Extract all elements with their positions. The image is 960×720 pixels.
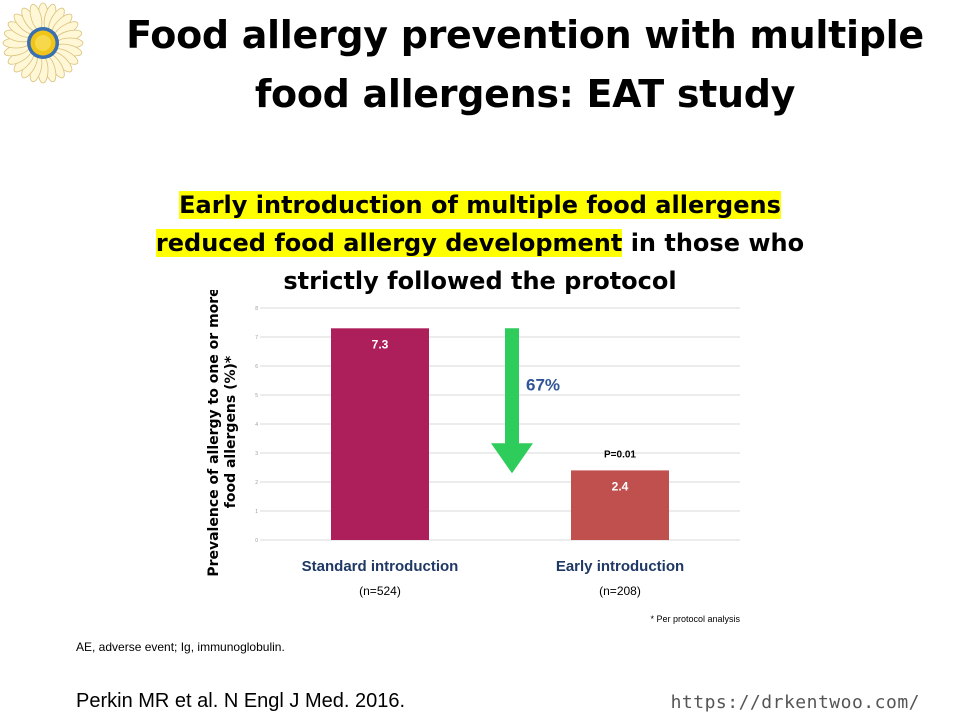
- slide-subtitle: Early introduction of multiple food alle…: [150, 186, 810, 300]
- y-tick-label: 3: [255, 451, 258, 457]
- citation: Perkin MR et al. N Engl J Med. 2016.: [76, 690, 406, 712]
- y-axis-label-line1: Prevalence of allergy to one or more: [206, 290, 222, 577]
- y-tick-label: 1: [255, 509, 258, 515]
- y-tick-label: 0: [255, 538, 258, 544]
- subtitle-line3: strictly followed the protocol: [283, 267, 677, 295]
- bar-2: [571, 470, 669, 540]
- x-category-sublabel: (n=208): [599, 584, 641, 598]
- y-tick-label: 4: [255, 422, 258, 428]
- x-category-label: Early introduction: [556, 558, 684, 575]
- title-line2: food allergens: EAT study: [254, 72, 796, 116]
- bar-chart: 0 1 2 3 4 5 6 7 8 7.3 Standard introduction (n=524…: [206, 290, 740, 624]
- reduction-annotation: 67%: [526, 375, 560, 394]
- bar-data-label: 2.4: [612, 479, 629, 493]
- subtitle-rest: in those who: [622, 229, 805, 257]
- sunflower-icon: [2, 2, 84, 84]
- abbreviations-note: AE, adverse event; Ig, immunoglobulin.: [76, 640, 285, 654]
- y-axis-label-line2: food allergens (%)*: [223, 355, 239, 508]
- bar-1: [331, 328, 429, 540]
- subtitle-highlight-1: Early introduction of multiple food alle…: [179, 191, 781, 219]
- y-tick-label: 7: [255, 335, 258, 341]
- per-protocol-footnote: * Per protocol analysis: [650, 614, 740, 624]
- title-line1: Food allergy prevention with multiple: [126, 13, 924, 57]
- x-category-label: Standard introduction: [302, 558, 459, 575]
- subtitle-highlight-2: reduced food allergy development: [155, 229, 623, 257]
- x-category-sublabel: (n=524): [359, 584, 401, 598]
- slide-title: Food allergy prevention with multiple fo…: [90, 6, 960, 124]
- bar-data-label: 7.3: [372, 337, 389, 351]
- y-tick-label: 8: [255, 306, 258, 312]
- p-value-annotation: P=0.01: [604, 449, 636, 460]
- y-tick-label: 6: [255, 364, 258, 370]
- down-arrow-icon: [491, 328, 533, 474]
- source-url[interactable]: https://drkentwoo.com/: [670, 692, 920, 713]
- y-tick-label: 5: [255, 393, 258, 399]
- y-tick-label: 2: [255, 480, 258, 486]
